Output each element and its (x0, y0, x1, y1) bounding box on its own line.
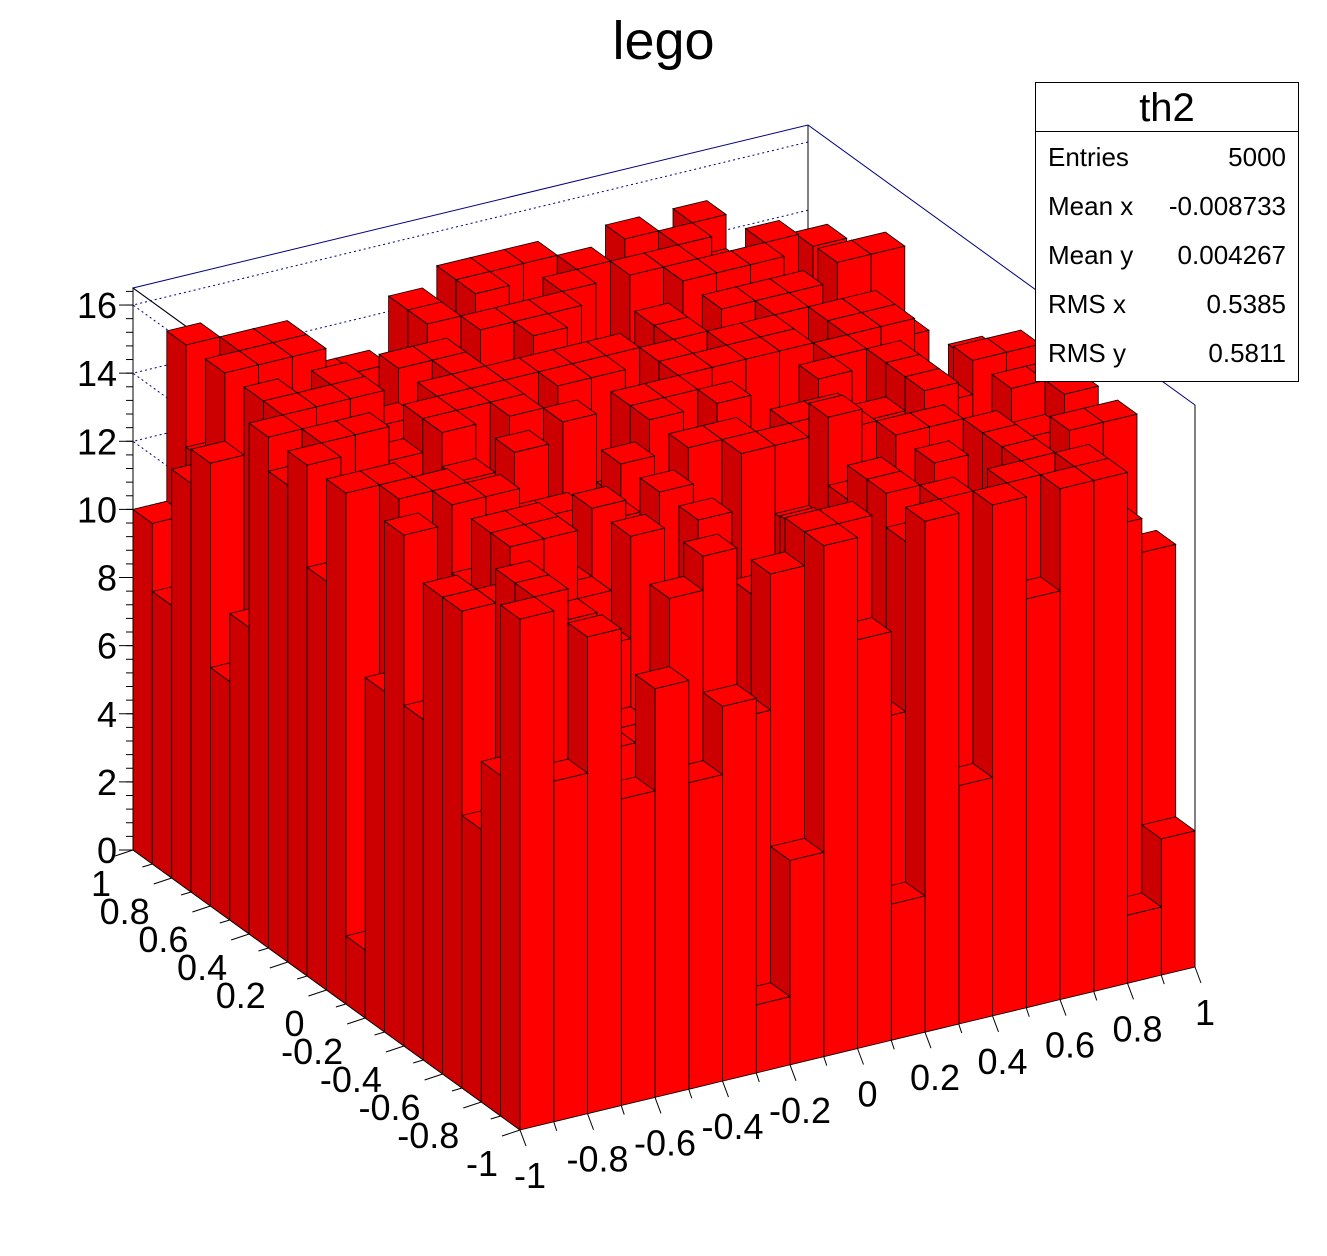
y-tick-label: -0.2 (281, 1031, 343, 1072)
x-tick-label: 0.4 (977, 1041, 1027, 1082)
stats-value: 0.004267 (1177, 240, 1286, 270)
z-tick-label: 8 (97, 558, 117, 599)
y-tick-label: 0.6 (138, 919, 188, 960)
y-tick-label: 0.4 (177, 947, 227, 988)
y-tick-label: 0 (284, 1003, 304, 1044)
z-tick-label: 2 (97, 762, 117, 803)
stats-value: -0.008733 (1168, 191, 1286, 221)
stats-label: RMS y (1048, 338, 1126, 368)
stats-row-rms-y: RMS y 0.5811 (1036, 328, 1298, 377)
x-tick-label: 0.8 (1112, 1008, 1162, 1049)
z-tick-label: 12 (77, 421, 117, 462)
z-tick-label: 16 (77, 285, 117, 326)
stats-row-mean-x: Mean x -0.008733 (1036, 181, 1298, 230)
stats-box: th2 Entries 5000 Mean x -0.008733 Mean y… (1035, 82, 1299, 382)
stats-value: 5000 (1228, 142, 1286, 172)
lego-bar (803, 523, 859, 1058)
x-tick-label: 0.2 (910, 1057, 960, 1098)
x-tick-label: -0.4 (701, 1106, 763, 1147)
stats-row-mean-y: Mean y 0.004267 (1036, 230, 1298, 279)
stats-title: th2 (1036, 83, 1298, 132)
y-tick-label: -0.8 (397, 1115, 459, 1156)
y-tick-label: 0.8 (100, 891, 150, 932)
y-tick-label: -1 (466, 1143, 498, 1184)
x-tick-label: -0.6 (634, 1122, 696, 1163)
z-tick-label: 14 (77, 353, 117, 394)
stats-label: RMS x (1048, 289, 1126, 319)
chart-title: lego (612, 11, 715, 71)
stats-row-entries: Entries 5000 (1036, 132, 1298, 181)
z-tick-label: 10 (77, 489, 117, 530)
y-tick-label: -0.6 (359, 1087, 421, 1128)
stats-label: Mean y (1048, 240, 1134, 270)
x-tick-label: 0.6 (1045, 1025, 1095, 1066)
x-tick-label: 1 (1195, 992, 1215, 1033)
y-tick-label: -0.4 (320, 1059, 382, 1100)
z-tick-label: 4 (97, 694, 117, 735)
stats-label: Mean x (1048, 191, 1134, 221)
x-tick-label: -0.8 (566, 1139, 628, 1180)
stats-value: 0.5385 (1206, 289, 1286, 319)
lego-bar (499, 596, 555, 1131)
stats-row-rms-x: RMS x 0.5385 (1036, 279, 1298, 328)
x-tick-label: -1 (514, 1155, 546, 1196)
x-tick-label: 0 (857, 1074, 877, 1115)
stats-value: 0.5811 (1208, 338, 1286, 368)
axis-ticks: -1 -0.8 -0.6 -0.4 -0.2 0 0.2 0.4 0.6 0.8 1-1-0.8-0… (77, 285, 1215, 1196)
z-tick-label: 0 (97, 830, 117, 871)
y-tick-label: 1 (91, 863, 111, 904)
x-tick-label: -0.2 (769, 1090, 831, 1131)
y-tick-label: 0.2 (216, 975, 266, 1016)
lego-bars (132, 200, 1196, 1131)
z-tick-label: 6 (97, 626, 117, 667)
stats-label: Entries (1048, 142, 1129, 172)
